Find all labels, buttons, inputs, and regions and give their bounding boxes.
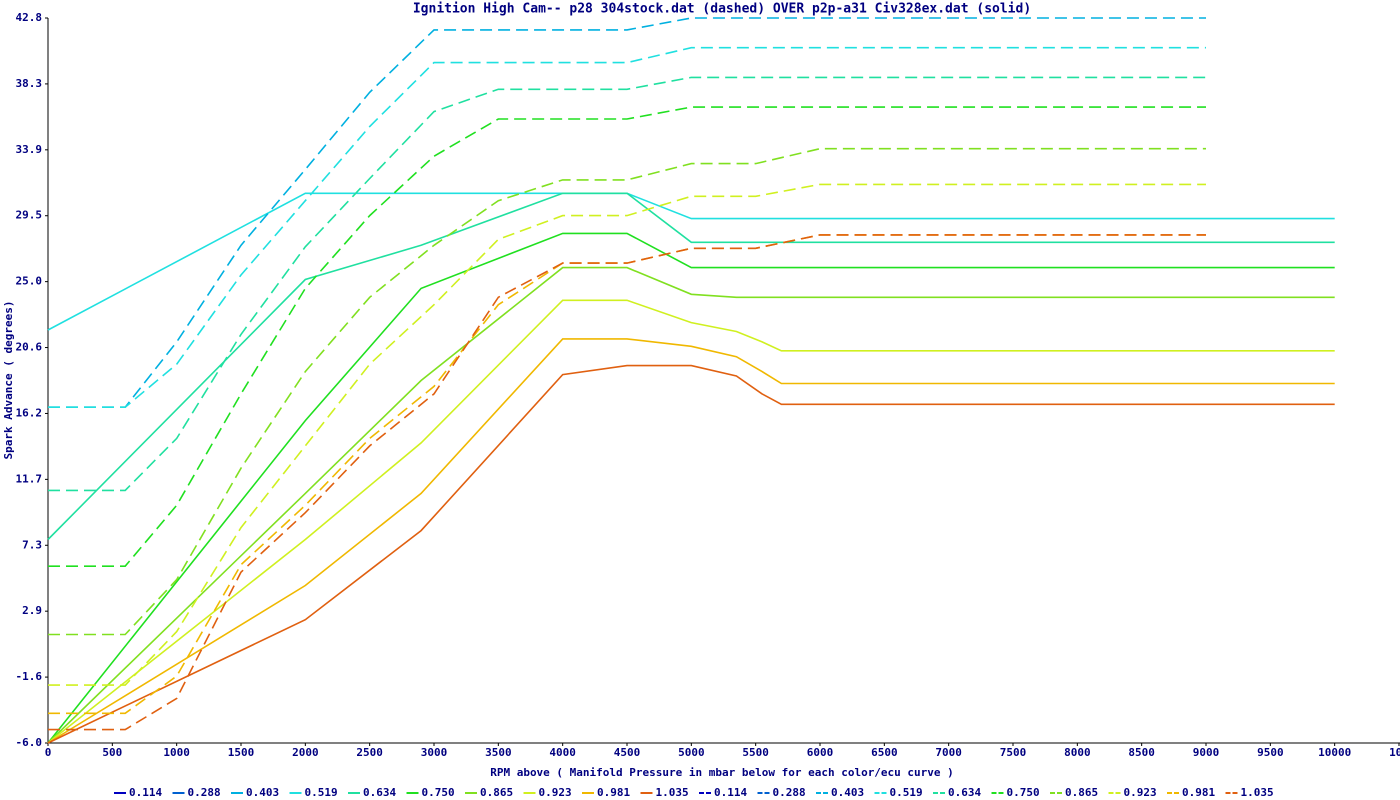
- legend-label: 0.981: [597, 786, 630, 799]
- series-line: [47, 232, 1335, 744]
- series-line: [47, 192, 1335, 541]
- legend-label: 0.865: [1065, 786, 1098, 799]
- legend-label: 0.923: [1124, 786, 1157, 799]
- legend-label: 0.114: [714, 786, 747, 799]
- x-tick-label: 9500: [1257, 746, 1284, 759]
- x-tick-label: 6500: [871, 746, 898, 759]
- legend-label: 0.519: [305, 786, 338, 799]
- x-tick-label: 6000: [807, 746, 834, 759]
- x-tick-label: 1500: [228, 746, 255, 759]
- y-tick-label: 38.3: [16, 77, 43, 90]
- legend-label: 0.923: [539, 786, 572, 799]
- x-tick-label: 5500: [742, 746, 769, 759]
- x-tick-label: 7000: [935, 746, 962, 759]
- series-line: [47, 364, 1335, 744]
- legend-label: 0.981: [1182, 786, 1215, 799]
- x-tick-label: 4000: [549, 746, 576, 759]
- x-axis-label: RPM above ( Manifold Pressure in mbar be…: [490, 766, 954, 779]
- legend-label: 0.865: [480, 786, 513, 799]
- y-tick-label: 33.9: [16, 143, 43, 156]
- y-tick-label: 42.8: [16, 11, 43, 24]
- series-line: [48, 234, 1206, 731]
- series-line: [48, 17, 1206, 408]
- y-axis-label: Spark Advance ( degrees): [2, 301, 15, 460]
- x-tick-label: 10000: [1318, 746, 1351, 759]
- legend-label: 0.288: [188, 786, 221, 799]
- x-tick-label: 1000: [163, 746, 190, 759]
- x-tick-label: 500: [102, 746, 122, 759]
- series-line: [48, 234, 1206, 715]
- legend-label: 0.634: [948, 786, 981, 799]
- x-tick-label: 9000: [1193, 746, 1220, 759]
- series-line: [48, 106, 1206, 567]
- y-tick-label: 16.2: [16, 406, 43, 419]
- legend-label: 0.288: [773, 786, 806, 799]
- x-tick-label: 0: [45, 746, 52, 759]
- y-tick-label: 11.7: [16, 472, 43, 485]
- legend-label: 0.403: [246, 786, 279, 799]
- y-tick-label: -1.6: [16, 670, 43, 683]
- x-tick-label: 105: [1389, 746, 1400, 759]
- legend-label: 0.519: [890, 786, 923, 799]
- x-tick-label: 2500: [356, 746, 383, 759]
- series-line: [47, 338, 1335, 744]
- x-tick-label: 2000: [292, 746, 319, 759]
- legend-label: 1.035: [656, 786, 689, 799]
- x-tick-label: 8000: [1064, 746, 1091, 759]
- x-tick-label: 8500: [1128, 746, 1155, 759]
- series-line: [48, 183, 1206, 686]
- series-line: [48, 147, 1206, 636]
- y-tick-label: -6.0: [16, 736, 43, 749]
- chart-title: Ignition High Cam-- p28 304stock.dat (da…: [413, 2, 1031, 17]
- legend-label: 0.114: [129, 786, 162, 799]
- series-line: [47, 266, 1335, 744]
- y-tick-label: 7.3: [22, 538, 42, 551]
- y-tick-label: 2.9: [22, 604, 42, 617]
- legend-label: 0.634: [363, 786, 396, 799]
- x-tick-label: 5000: [678, 746, 705, 759]
- legend-label: 0.750: [422, 786, 455, 799]
- series-line: [47, 192, 1335, 331]
- y-tick-label: 29.5: [16, 209, 43, 222]
- x-tick-label: 4500: [614, 746, 641, 759]
- x-tick-label: 3000: [421, 746, 448, 759]
- series-line: [48, 76, 1206, 492]
- x-tick-label: 3500: [485, 746, 512, 759]
- legend-label: 1.035: [1241, 786, 1274, 799]
- x-tick-label: 7500: [1000, 746, 1027, 759]
- legend-label: 0.403: [831, 786, 864, 799]
- y-tick-label: 20.6: [16, 341, 43, 354]
- y-tick-label: 25.0: [16, 275, 43, 288]
- series-line: [48, 46, 1206, 408]
- series-line: [47, 299, 1335, 744]
- legend-label: 0.750: [1007, 786, 1040, 799]
